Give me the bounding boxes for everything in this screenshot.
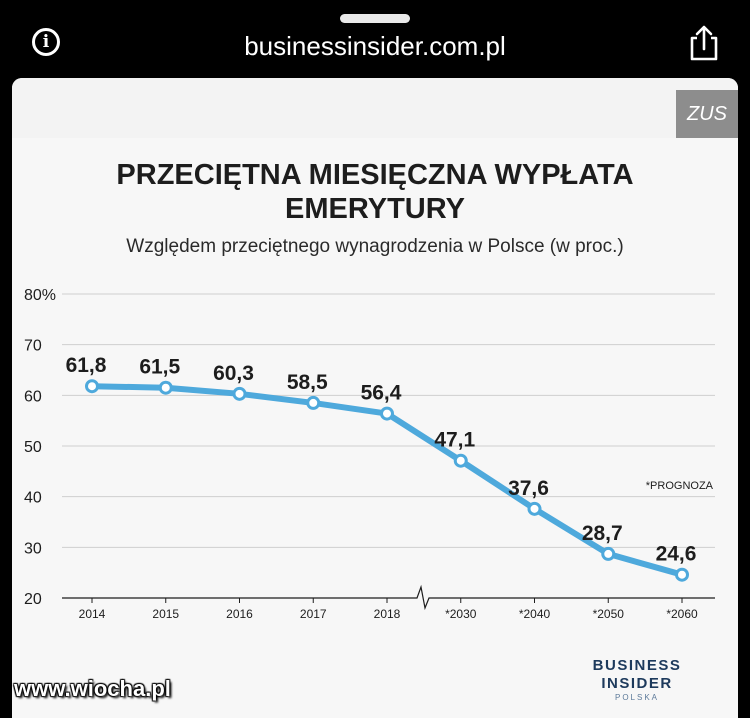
chart-title: PRZECIĘTNA MIESIĘCZNA WYPŁATA EMERYTURY xyxy=(12,158,738,226)
x-tick-label: 2016 xyxy=(226,607,253,621)
y-tick-label: 30 xyxy=(24,540,42,557)
y-tick-label: 50 xyxy=(24,439,42,456)
data-point xyxy=(232,386,247,401)
data-label: 60,3 xyxy=(213,362,254,385)
x-tick-label: 2018 xyxy=(374,607,401,621)
y-tick-label: 60 xyxy=(24,388,42,405)
y-tick-label: 80% xyxy=(24,287,56,304)
source-badge: ZUS xyxy=(676,90,738,138)
x-tick-label: 2014 xyxy=(79,607,106,621)
data-point xyxy=(675,567,689,582)
data-label: 56,4 xyxy=(361,382,402,405)
data-label: 61,5 xyxy=(139,356,180,379)
forecast-note: *PROGNOZA xyxy=(646,480,714,492)
url-text[interactable]: businessinsider.com.pl xyxy=(244,31,506,61)
browser-bar: i businessinsider.com.pl xyxy=(0,0,750,78)
x-tick-label: 2015 xyxy=(152,607,179,621)
info-icon[interactable]: i xyxy=(32,28,60,56)
data-point xyxy=(527,501,542,516)
chart-subtitle: Względem przeciętnego wynagrodzenia w Po… xyxy=(126,236,624,257)
brand-logo: BUSINESS INSIDER POLSKA xyxy=(593,657,682,702)
data-point xyxy=(380,406,394,421)
data-label: 28,7 xyxy=(582,522,623,545)
data-label: 58,5 xyxy=(287,371,328,394)
x-tick-label: *2050 xyxy=(593,607,625,621)
x-tick-label: 2017 xyxy=(300,607,327,621)
y-tick-label: 70 xyxy=(24,338,42,355)
data-point xyxy=(85,379,99,394)
watermark: www.wiocha.pl xyxy=(14,676,171,701)
drag-handle[interactable] xyxy=(340,14,410,23)
y-tick-label: 40 xyxy=(24,490,42,507)
x-axis-with-break xyxy=(62,584,715,611)
data-label: 24,6 xyxy=(656,543,697,566)
data-point xyxy=(601,546,616,561)
line-chart: 80% 70 60 50 40 30 20 2014 2015 2016 2017 2018 *203… xyxy=(24,287,715,702)
data-label: 47,1 xyxy=(434,429,475,452)
data-label: 37,6 xyxy=(508,477,549,500)
data-label: 61,8 xyxy=(66,354,107,377)
article-card: ZUS PRZECIĘTNA MIESIĘCZNA WYPŁATA EMERYT… xyxy=(12,78,738,718)
share-icon[interactable] xyxy=(688,24,720,62)
x-tick-label: *2040 xyxy=(519,607,551,621)
chart-title-line-1: PRZECIĘTNA MIESIĘCZNA WYPŁATA xyxy=(116,159,634,191)
x-tick-label: *2030 xyxy=(445,607,477,621)
card-header-band xyxy=(12,78,738,138)
data-point xyxy=(158,380,173,395)
data-point xyxy=(306,395,321,410)
y-tick-label: 20 xyxy=(24,591,42,608)
data-point xyxy=(453,453,468,468)
brand-line-1: BUSINESS xyxy=(593,657,682,674)
chart-title-line-2: EMERYTURY xyxy=(285,193,465,225)
brand-line-2: INSIDER xyxy=(601,675,672,692)
chart-background xyxy=(12,138,738,718)
brand-line-3: POLSKA xyxy=(615,693,659,702)
x-tick-label: *2060 xyxy=(666,607,698,621)
